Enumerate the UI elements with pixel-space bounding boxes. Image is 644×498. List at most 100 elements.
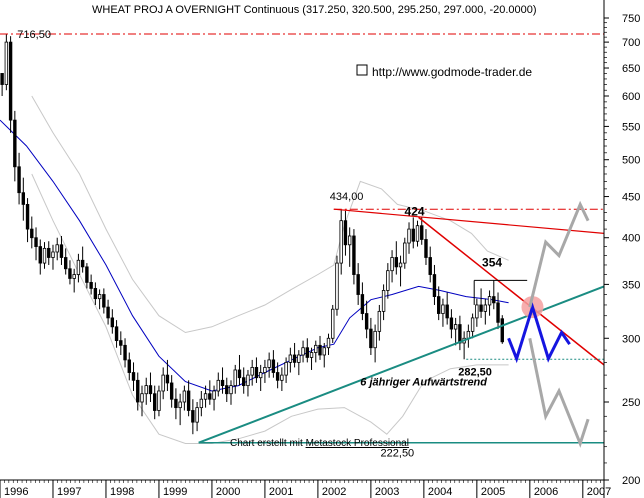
candle bbox=[123, 338, 127, 368]
candle bbox=[424, 229, 428, 265]
candle bbox=[250, 359, 254, 386]
candle-body bbox=[297, 354, 301, 363]
x-tick-label: 1996 bbox=[4, 486, 28, 498]
candle bbox=[305, 338, 309, 363]
candle-body bbox=[182, 390, 187, 403]
candle bbox=[127, 352, 131, 381]
candle bbox=[161, 367, 165, 400]
candle bbox=[25, 198, 30, 243]
candle bbox=[322, 342, 326, 368]
y-tick-label: 750 bbox=[622, 13, 640, 25]
candle bbox=[284, 357, 288, 383]
candle bbox=[369, 317, 373, 355]
candle-body bbox=[258, 372, 263, 379]
candle-body bbox=[428, 257, 432, 275]
candle bbox=[212, 385, 216, 411]
x-tick-label: 2001 bbox=[269, 486, 293, 498]
candle bbox=[263, 359, 267, 383]
candle bbox=[140, 385, 144, 417]
candle-body bbox=[25, 204, 30, 230]
candle bbox=[93, 282, 98, 305]
candle bbox=[288, 347, 293, 373]
candle-body bbox=[119, 340, 123, 346]
candle-body bbox=[445, 304, 449, 319]
watermark-icon bbox=[356, 64, 368, 76]
candle bbox=[420, 217, 424, 245]
candle bbox=[182, 385, 187, 411]
candle bbox=[254, 357, 259, 383]
candle-body bbox=[436, 296, 441, 314]
y-tick-label: 550 bbox=[622, 121, 640, 133]
candle bbox=[114, 320, 119, 348]
candle-body bbox=[186, 390, 191, 411]
candle-body bbox=[335, 262, 339, 310]
annotation-label: 434,00 bbox=[330, 191, 364, 203]
candle-body bbox=[394, 257, 399, 268]
candle bbox=[102, 288, 106, 314]
candle bbox=[59, 235, 64, 265]
candle bbox=[436, 286, 441, 321]
candle-body bbox=[347, 235, 352, 246]
candle bbox=[326, 333, 331, 355]
candle-body bbox=[352, 235, 356, 275]
candle-body bbox=[305, 347, 309, 358]
candle bbox=[47, 241, 51, 265]
candle-body bbox=[390, 257, 394, 272]
candle bbox=[119, 331, 123, 355]
y-tick-label: 200 bbox=[622, 475, 640, 487]
candle-body bbox=[161, 374, 165, 392]
candle bbox=[271, 350, 276, 378]
candle bbox=[76, 253, 81, 283]
candle-body bbox=[102, 294, 106, 308]
candle-body bbox=[364, 313, 369, 330]
candle-body bbox=[492, 296, 496, 304]
candle-body bbox=[144, 385, 148, 395]
candle-body bbox=[72, 274, 76, 279]
candle bbox=[356, 263, 360, 305]
footer-link[interactable]: Metastock Professional bbox=[306, 438, 409, 449]
watermark: http://www.godmode-trader.de bbox=[356, 64, 532, 79]
candle-body bbox=[386, 270, 390, 291]
projection-blue bbox=[507, 302, 571, 364]
candle-body bbox=[369, 328, 373, 349]
candle-body bbox=[267, 359, 271, 368]
y-tick-label: 700 bbox=[622, 37, 640, 49]
candle bbox=[237, 354, 242, 386]
candle bbox=[483, 298, 488, 325]
candle bbox=[208, 380, 212, 405]
chart-title: WHEAT PROJ A OVERNIGHT Continuous (317.2… bbox=[92, 4, 537, 16]
candle bbox=[225, 377, 229, 403]
candle-body bbox=[17, 166, 21, 194]
candle bbox=[51, 244, 55, 270]
candle-body bbox=[453, 324, 458, 330]
candle bbox=[89, 274, 93, 295]
candle-body bbox=[34, 237, 38, 247]
candle bbox=[229, 380, 233, 405]
band-lower bbox=[31, 173, 509, 444]
candle bbox=[398, 255, 403, 287]
candle-body bbox=[466, 330, 471, 339]
x-tick-label: 2002 bbox=[322, 486, 346, 498]
candle bbox=[30, 216, 34, 249]
candle bbox=[144, 377, 148, 405]
candle-body bbox=[458, 324, 462, 344]
candle-body bbox=[93, 288, 98, 300]
y-tick-label: 450 bbox=[622, 192, 640, 204]
y-tick-label: 350 bbox=[622, 279, 640, 291]
candle bbox=[8, 36, 13, 133]
candle-body bbox=[47, 247, 51, 258]
candle-body bbox=[208, 393, 212, 400]
candle bbox=[246, 369, 250, 397]
candle bbox=[449, 309, 454, 339]
candle-body bbox=[500, 318, 504, 343]
moving-average bbox=[0, 119, 509, 392]
candle-body bbox=[280, 374, 284, 381]
candle-body bbox=[271, 359, 276, 373]
lines-layer bbox=[0, 33, 605, 448]
candle-body bbox=[309, 352, 314, 358]
candle-body bbox=[233, 369, 237, 387]
candle bbox=[216, 372, 220, 397]
candle-body bbox=[246, 374, 250, 387]
projection-gray-down bbox=[528, 338, 590, 448]
x-tick-label: 1997 bbox=[57, 486, 81, 498]
